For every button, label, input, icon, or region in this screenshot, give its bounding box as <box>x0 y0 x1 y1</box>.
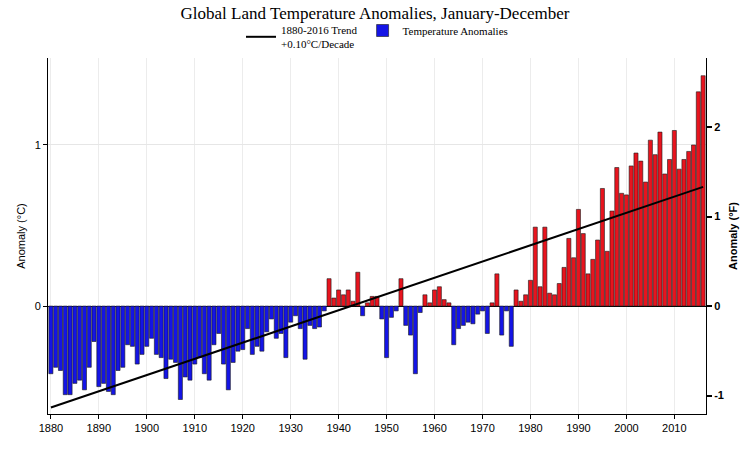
svg-text:Temperature Anomalies: Temperature Anomalies <box>403 25 508 37</box>
svg-text:1880-2016 Trend+0.10°C/Decade: 1880-2016 Trend+0.10°C/Decade <box>281 24 358 50</box>
svg-text:1980: 1980 <box>518 422 542 434</box>
svg-text:1: 1 <box>714 210 720 222</box>
svg-text:1930: 1930 <box>278 422 302 434</box>
svg-text:1900: 1900 <box>135 422 159 434</box>
svg-text:1880: 1880 <box>39 422 63 434</box>
svg-text:Anomaly (°C): Anomaly (°C) <box>15 203 27 269</box>
svg-text:0: 0 <box>35 300 41 312</box>
svg-text:2000: 2000 <box>614 422 638 434</box>
svg-text:-1: -1 <box>714 389 724 401</box>
svg-text:1910: 1910 <box>183 422 207 434</box>
svg-text:1960: 1960 <box>422 422 446 434</box>
svg-text:Global Land Temperature Anomal: Global Land Temperature Anomalies, Janua… <box>181 4 570 23</box>
svg-text:2: 2 <box>714 121 720 133</box>
svg-text:1920: 1920 <box>230 422 254 434</box>
svg-text:1: 1 <box>35 139 41 151</box>
svg-text:1940: 1940 <box>326 422 350 434</box>
svg-text:Anomaly (°F): Anomaly (°F) <box>727 202 739 270</box>
svg-text:1990: 1990 <box>566 422 590 434</box>
svg-text:1890: 1890 <box>87 422 111 434</box>
svg-text:2010: 2010 <box>662 422 686 434</box>
svg-text:1970: 1970 <box>470 422 494 434</box>
svg-text:0: 0 <box>714 300 720 312</box>
svg-text:1950: 1950 <box>374 422 398 434</box>
